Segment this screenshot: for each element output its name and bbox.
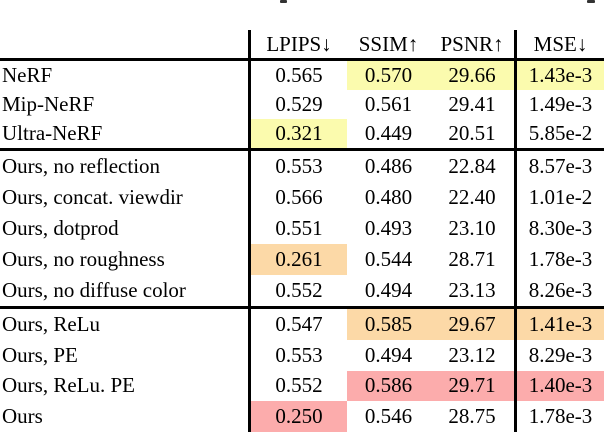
column-header-lpips: LPIPS↓ xyxy=(266,31,332,56)
table-header-row: LPIPS↓ SSIM↑ PSNR↑ MSE↓ xyxy=(0,30,604,58)
psnr-value-cell: 28.71 xyxy=(448,247,496,271)
lpips-value-cell: 0.553 xyxy=(275,342,323,367)
lpips-value-cell: 0.547 xyxy=(275,311,323,336)
method-name-cell: Ours, no reflection xyxy=(2,154,161,178)
method-name-cell: Ours, concat. viewdir xyxy=(2,185,183,209)
ssim-value-cell: 0.493 xyxy=(364,216,413,240)
psnr-value-cell: 29.71 xyxy=(430,370,514,402)
table-row: Ours, no diffuse color 0.552 0.494 23.13… xyxy=(0,275,604,306)
lpips-value-cell: 0.250 xyxy=(251,401,347,432)
table-row: Ultra-NeRF 0.321 0.449 20.51 5.85e-2 xyxy=(0,119,604,148)
lpips-value-cell: 0.553 xyxy=(275,154,323,178)
mse-value-cell: 8.30e-3 xyxy=(528,216,593,240)
lpips-value-cell: 0.551 xyxy=(275,216,323,240)
lpips-value-cell: 0.261 xyxy=(251,244,347,275)
method-name-cell: Ours, ReLu. PE xyxy=(2,373,135,398)
lpips-value-cell: 0.321 xyxy=(251,119,347,148)
table-vertical-rule-left xyxy=(248,30,251,432)
table-row: Ours, concat. viewdir 0.566 0.480 22.40 … xyxy=(0,182,604,213)
method-name-cell: Mip-NeRF xyxy=(2,92,95,116)
lpips-value-cell: 0.565 xyxy=(275,63,323,87)
ssim-value-cell: 0.561 xyxy=(364,92,413,116)
psnr-value-cell: 22.84 xyxy=(448,154,496,178)
psnr-value-cell: 23.13 xyxy=(448,278,496,302)
table-row: Ours 0.250 0.546 28.75 1.78e-3 xyxy=(0,401,604,432)
mse-value-cell: 1.41e-3 xyxy=(517,309,604,340)
ssim-value-cell: 0.570 xyxy=(347,61,430,90)
header-bottom-rule xyxy=(0,58,604,61)
ssim-value-cell: 0.544 xyxy=(364,247,413,271)
column-header-psnr: PSNR↑ xyxy=(440,31,504,56)
table-group-variants: Ours, ReLu 0.547 0.585 29.67 1.41e-3 Our… xyxy=(0,309,604,432)
method-name-cell: NeRF xyxy=(2,63,53,87)
mse-value-cell: 1.01e-2 xyxy=(528,185,593,209)
table-group-baselines: NeRF 0.565 0.570 29.66 1.43e-3 Mip-NeRF … xyxy=(0,61,604,148)
ssim-value-cell: 0.486 xyxy=(364,154,413,178)
group-separator-rule xyxy=(0,148,604,151)
ssim-value-cell: 0.546 xyxy=(364,404,413,429)
mse-value-cell: 1.78e-3 xyxy=(528,404,593,429)
method-name-cell: Ours, PE xyxy=(2,342,78,367)
method-name-cell: Ours, no roughness xyxy=(2,247,165,271)
table-row: Ours, ReLu. PE 0.552 0.586 29.71 1.40e-3 xyxy=(0,370,604,402)
psnr-value-cell: 29.67 xyxy=(430,309,514,340)
ssim-value-cell: 0.494 xyxy=(364,278,413,302)
ssim-value-cell: 0.494 xyxy=(364,342,413,367)
psnr-value-cell: 23.10 xyxy=(448,216,496,240)
mse-value-cell: 8.57e-3 xyxy=(528,154,593,178)
table-vertical-rule-right xyxy=(514,30,517,432)
psnr-value-cell: 22.40 xyxy=(448,185,496,209)
table-row: Ours, no reflection 0.553 0.486 22.84 8.… xyxy=(0,151,604,182)
ssim-value-cell: 0.449 xyxy=(364,121,413,145)
table-group-ablations: Ours, no reflection 0.553 0.486 22.84 8.… xyxy=(0,151,604,306)
column-header-mse: MSE↓ xyxy=(533,31,588,56)
psnr-value-cell: 28.75 xyxy=(448,404,496,429)
method-name-cell: Ours, dotprod xyxy=(2,216,119,240)
mse-value-cell: 1.40e-3 xyxy=(517,370,604,402)
mse-value-cell: 8.29e-3 xyxy=(528,342,593,367)
table-row: Mip-NeRF 0.529 0.561 29.41 1.49e-3 xyxy=(0,90,604,119)
ablation-metrics-table: LPIPS↓ SSIM↑ PSNR↑ MSE↓ NeRF 0.565 0.570… xyxy=(0,30,604,432)
psnr-value-cell: 29.66 xyxy=(430,61,514,90)
table-row: Ours, no roughness 0.261 0.544 28.71 1.7… xyxy=(0,244,604,275)
header-method-cell xyxy=(0,30,248,58)
mse-value-cell: 1.49e-3 xyxy=(528,92,593,116)
method-name-cell: Ours, no diffuse color xyxy=(2,278,186,302)
mse-value-cell: 1.43e-3 xyxy=(517,61,604,90)
table-row: Ours, ReLu 0.547 0.585 29.67 1.41e-3 xyxy=(0,309,604,340)
table-row: NeRF 0.565 0.570 29.66 1.43e-3 xyxy=(0,61,604,90)
psnr-value-cell: 20.51 xyxy=(448,121,496,145)
ssim-value-cell: 0.480 xyxy=(364,185,413,209)
lpips-value-cell: 0.552 xyxy=(275,278,323,302)
lpips-value-cell: 0.529 xyxy=(275,92,323,116)
mse-value-cell: 1.78e-3 xyxy=(528,247,593,271)
table-row: Ours, dotprod 0.551 0.493 23.10 8.30e-3 xyxy=(0,213,604,244)
caption-text-fragment xyxy=(280,0,287,3)
method-name-cell: Ultra-NeRF xyxy=(2,121,103,145)
caption-text-fragment xyxy=(587,0,595,3)
ssim-value-cell: 0.586 xyxy=(347,370,430,402)
column-header-ssim: SSIM↑ xyxy=(358,31,419,56)
lpips-value-cell: 0.552 xyxy=(275,373,323,398)
psnr-value-cell: 29.41 xyxy=(448,92,496,116)
mse-value-cell: 5.85e-2 xyxy=(528,121,593,145)
group-separator-rule xyxy=(0,306,604,309)
method-name-cell: Ours, ReLu xyxy=(2,311,100,336)
lpips-value-cell: 0.566 xyxy=(275,185,323,209)
table-row: Ours, PE 0.553 0.494 23.12 8.29e-3 xyxy=(0,340,604,371)
mse-value-cell: 8.26e-3 xyxy=(528,278,593,302)
method-name-cell: Ours xyxy=(2,404,43,429)
psnr-value-cell: 23.12 xyxy=(448,342,496,367)
ssim-value-cell: 0.585 xyxy=(347,309,430,340)
